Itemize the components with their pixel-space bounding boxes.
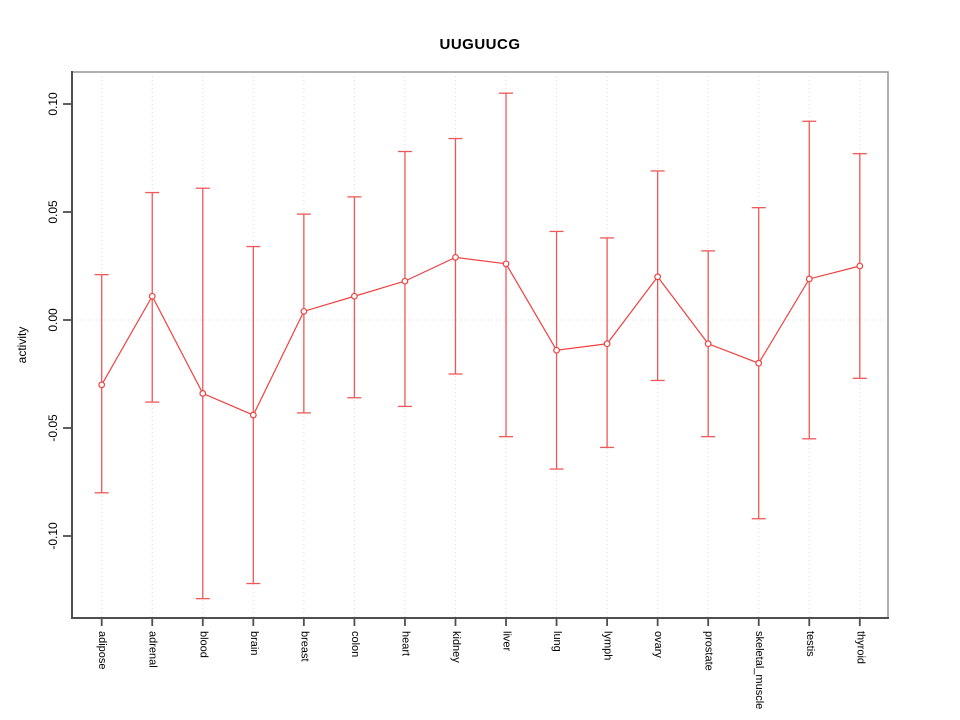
x-tick-label: colon — [348, 631, 361, 658]
data-point — [300, 307, 308, 315]
y-tick-label: 0.00 — [46, 308, 60, 332]
data-point — [805, 275, 813, 283]
x-tick-label: skeletal_muscle — [753, 631, 766, 710]
y-tick-label: 0.05 — [46, 200, 60, 224]
data-point — [199, 390, 207, 397]
x-tick-label: lymph — [601, 631, 614, 661]
x-tick-label: liver — [500, 631, 513, 652]
data-point — [755, 359, 763, 367]
data-point — [856, 262, 864, 270]
x-tick-label: ovary — [652, 631, 665, 658]
y-tick-label: 0.10 — [46, 92, 60, 116]
data-point — [98, 381, 106, 389]
x-tick-label: adrenal — [146, 631, 159, 668]
plot-frame — [71, 71, 889, 619]
data-point — [704, 340, 712, 348]
data-line — [101, 256, 860, 416]
x-tick-label: thyroid — [854, 631, 867, 665]
x-tick-label: breast — [298, 631, 311, 662]
data-point — [401, 277, 409, 285]
data-point — [553, 346, 560, 354]
chart-title: UUGUUCG — [439, 36, 521, 53]
x-tick-label: kidney — [449, 631, 462, 663]
x-tick-label: adipose — [96, 631, 109, 670]
x-tick-label: prostate — [702, 631, 715, 671]
data-point — [148, 292, 156, 300]
x-tick-label: heart — [399, 631, 412, 657]
data-point — [654, 273, 662, 281]
y-tick-label: -0.10 — [46, 522, 60, 550]
data-point — [502, 260, 510, 268]
y-tick-label: -0.05 — [46, 414, 60, 442]
data-point — [603, 340, 611, 348]
x-tick-label: blood — [197, 631, 210, 658]
x-tick-label: lung — [551, 631, 564, 652]
data-point — [452, 253, 459, 261]
data-point — [351, 292, 358, 300]
data-point — [249, 411, 257, 419]
x-tick-label: testis — [803, 631, 816, 657]
x-tick-label: brain — [247, 631, 260, 656]
